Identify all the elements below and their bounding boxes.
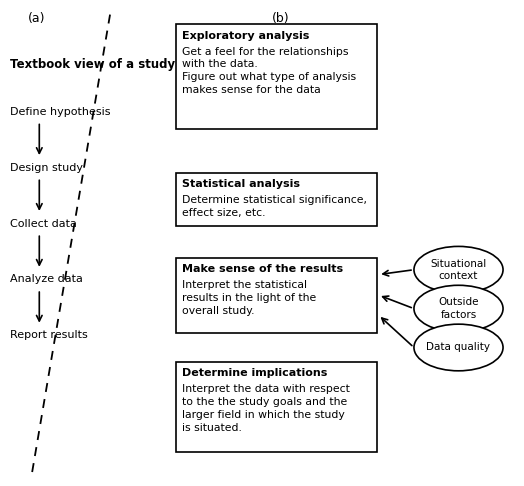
Text: (b): (b) [271, 12, 289, 25]
Text: Textbook view of a study: Textbook view of a study [10, 58, 176, 71]
Text: Determine implications: Determine implications [182, 368, 328, 379]
Text: Collect data: Collect data [10, 219, 78, 228]
FancyBboxPatch shape [176, 173, 377, 226]
FancyBboxPatch shape [176, 258, 377, 333]
Text: Outside
factors: Outside factors [438, 297, 479, 320]
Text: Determine statistical significance,
effect size, etc.: Determine statistical significance, effe… [182, 195, 367, 218]
Text: Exploratory analysis: Exploratory analysis [182, 31, 310, 41]
Text: (a): (a) [28, 12, 46, 25]
Ellipse shape [414, 246, 503, 293]
Text: Report results: Report results [10, 330, 88, 340]
Text: Design study: Design study [10, 163, 83, 173]
Text: Make sense of the results: Make sense of the results [182, 264, 343, 274]
Text: Data quality: Data quality [427, 343, 490, 352]
Ellipse shape [414, 285, 503, 332]
Text: Analyze data: Analyze data [10, 275, 83, 284]
FancyBboxPatch shape [176, 24, 377, 129]
Text: Interpret the statistical
results in the light of the
overall study.: Interpret the statistical results in the… [182, 280, 316, 315]
Ellipse shape [414, 324, 503, 371]
Text: Statistical analysis: Statistical analysis [182, 179, 300, 189]
Text: Interpret the data with respect
to the the study goals and the
larger field in w: Interpret the data with respect to the t… [182, 384, 350, 433]
FancyBboxPatch shape [176, 362, 377, 452]
Text: Get a feel for the relationships
with the data.
Figure out what type of analysis: Get a feel for the relationships with th… [182, 47, 356, 95]
Text: Define hypothesis: Define hypothesis [10, 107, 111, 117]
Text: Situational
context: Situational context [430, 259, 487, 281]
